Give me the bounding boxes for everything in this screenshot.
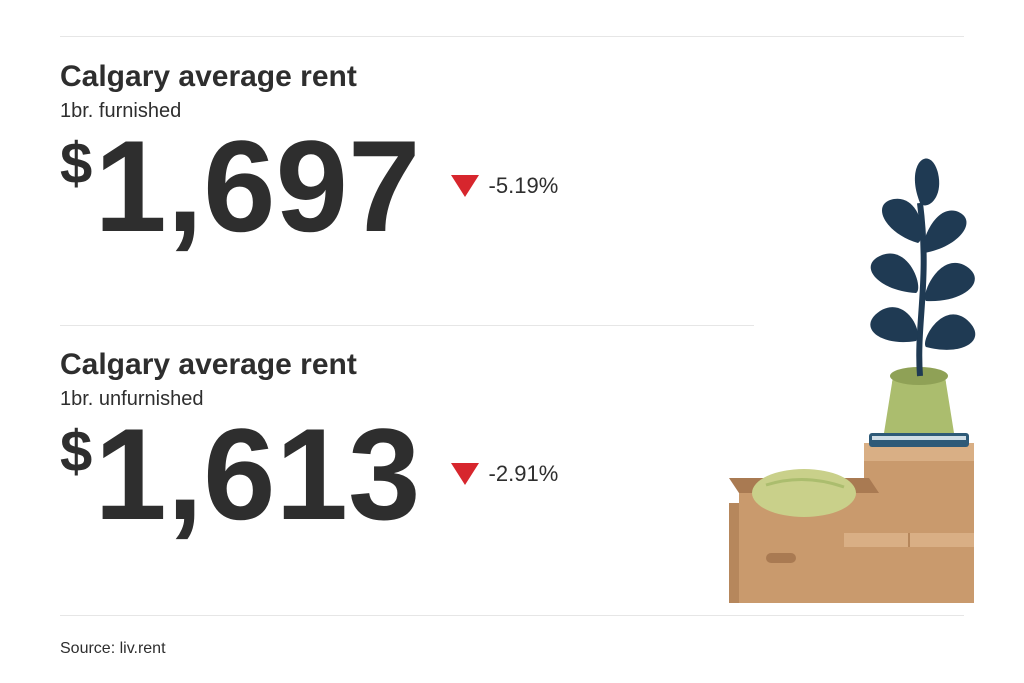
delta-text: -5.19%	[489, 173, 559, 199]
rent-value: $ 1,613	[60, 409, 421, 539]
divider-middle	[60, 325, 754, 326]
rent-block-unfurnished: Calgary average rent 1br. unfurnished $ …	[60, 348, 754, 539]
triangle-down-icon	[451, 463, 479, 485]
rent-amount: 1,613	[94, 409, 420, 539]
block-title: Calgary average rent	[60, 60, 754, 94]
rent-value: $ 1,697	[60, 121, 421, 251]
currency-symbol: $	[60, 423, 92, 481]
moving-boxes-plant-illustration	[694, 133, 994, 613]
delta-indicator: -5.19%	[451, 173, 559, 199]
delta-text: -2.91%	[489, 461, 559, 487]
value-row: $ 1,697 -5.19%	[60, 121, 754, 251]
divider-top	[60, 36, 964, 37]
block-title: Calgary average rent	[60, 348, 754, 382]
triangle-down-icon	[451, 175, 479, 197]
box-handle	[766, 553, 796, 563]
divider-bottom	[60, 615, 964, 616]
value-row: $ 1,613 -2.91%	[60, 409, 754, 539]
source-attribution: Source: liv.rent	[60, 640, 166, 658]
delta-indicator: -2.91%	[451, 461, 559, 487]
infographic-page: Calgary average rent 1br. furnished $ 1,…	[0, 0, 1024, 683]
rent-amount: 1,697	[94, 121, 420, 251]
pillow	[752, 469, 856, 517]
rent-block-furnished: Calgary average rent 1br. furnished $ 1,…	[60, 60, 754, 251]
book-pages	[872, 436, 966, 440]
currency-symbol: $	[60, 135, 92, 193]
